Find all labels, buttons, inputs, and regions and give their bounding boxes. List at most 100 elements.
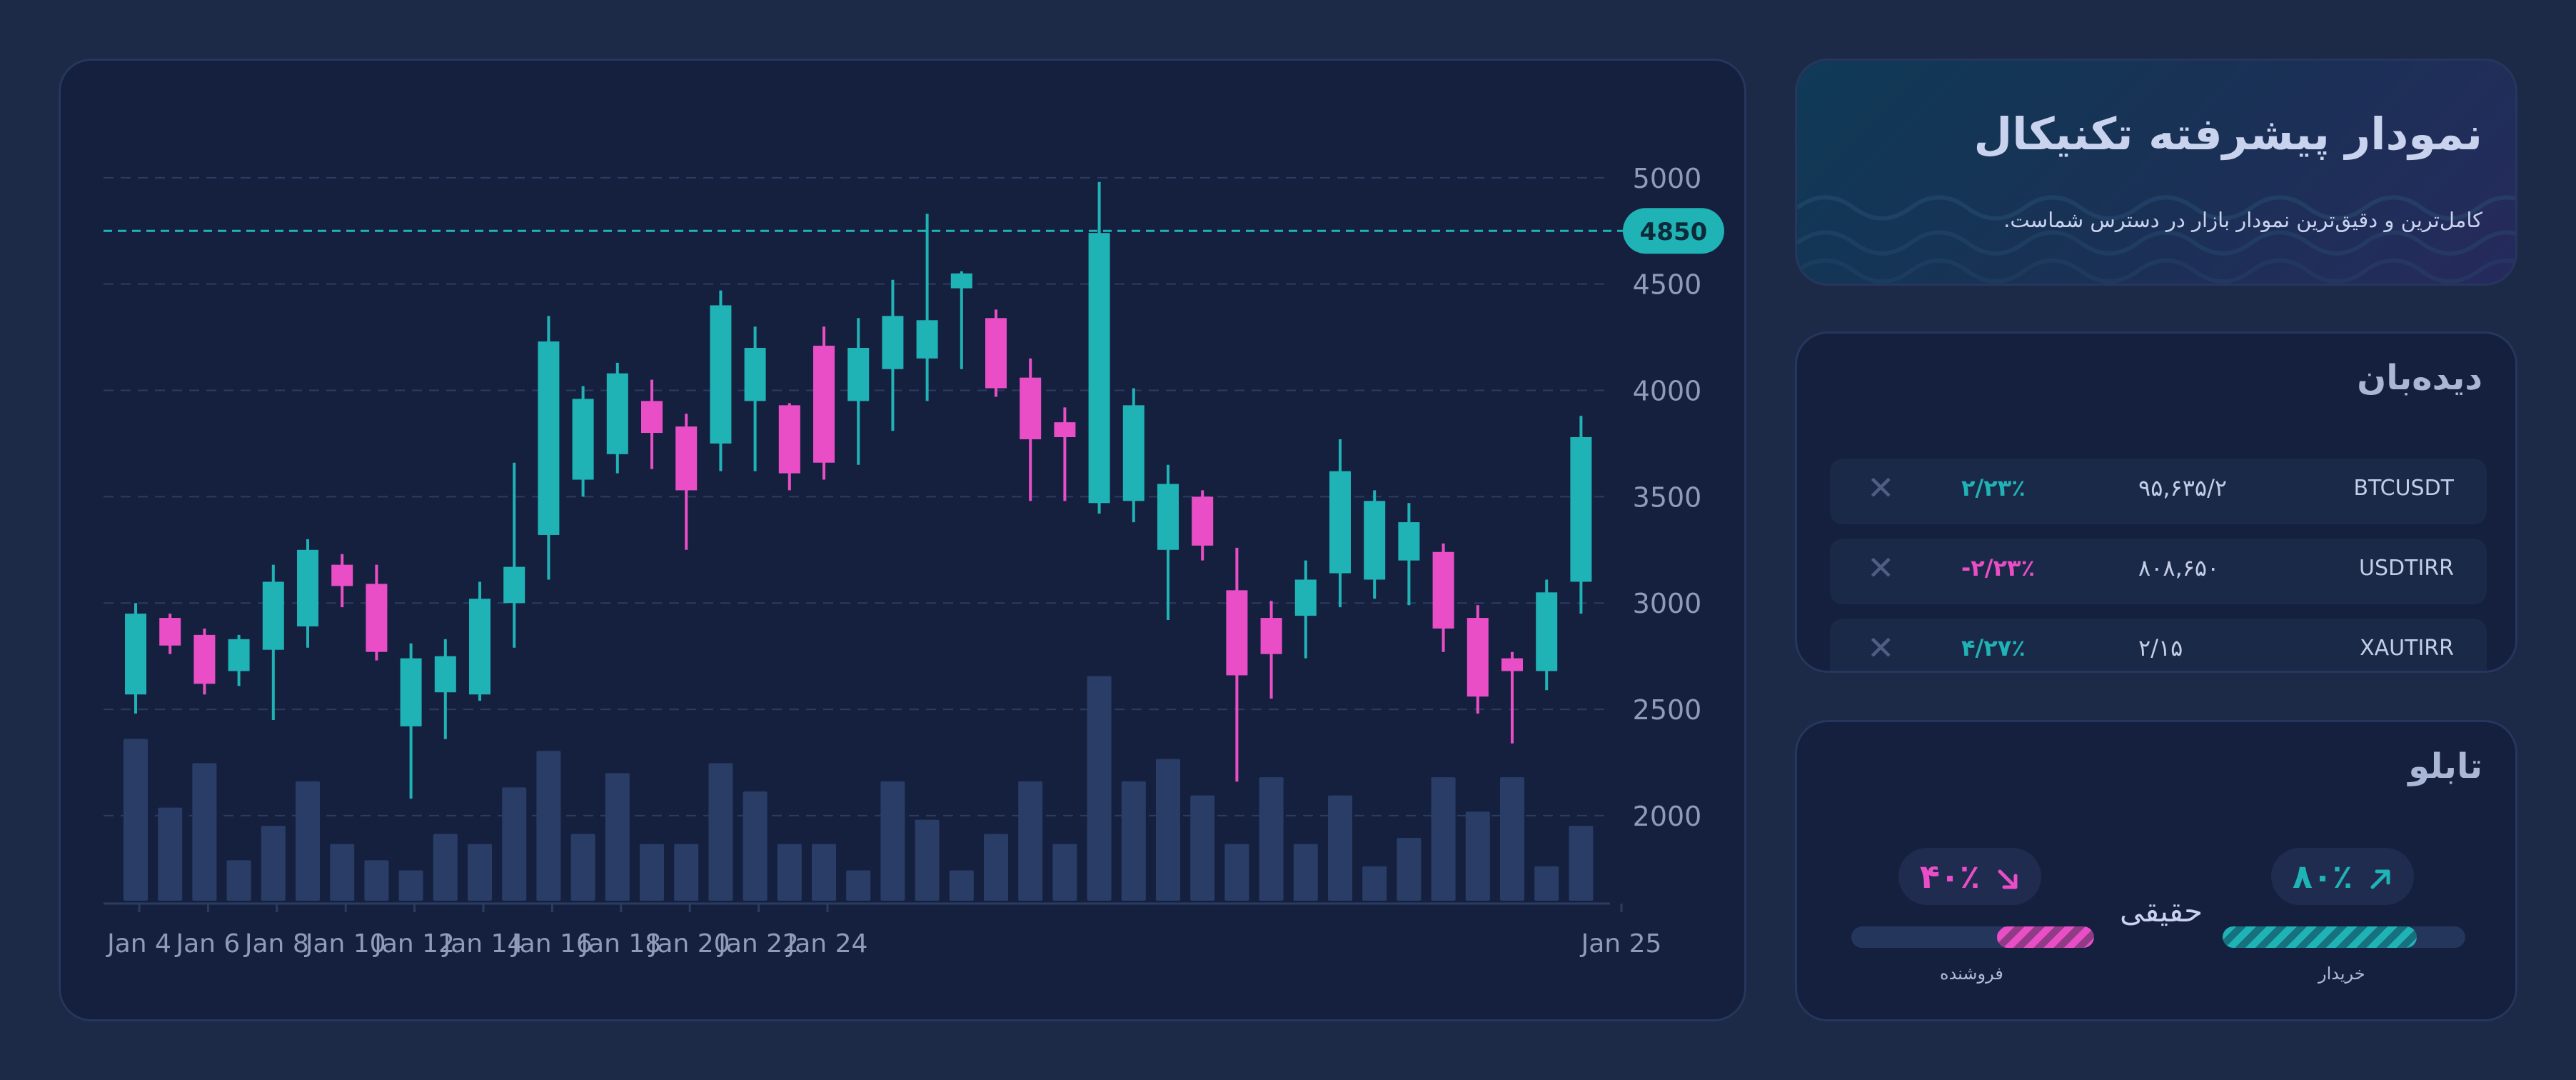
- watchlist-row-xautirr[interactable]: ✕ ۴/۲۷٪ ۲/۱۵ XAUTIRR: [1830, 619, 2487, 671]
- candle-body: [675, 426, 698, 491]
- watchlist-change: ۲/۲۳٪: [1961, 474, 2026, 501]
- volume-bar: [1121, 781, 1146, 901]
- volume-bar: [1052, 844, 1077, 901]
- candle-body: [366, 584, 388, 652]
- candle-body: [1398, 522, 1420, 561]
- candle: [950, 271, 972, 369]
- volume-bar: [226, 860, 251, 901]
- candle: [1466, 605, 1489, 714]
- watchlist-row-usdtirr[interactable]: ✕ -۲/۲۳٪ ۸۰۸,۶۵۰ USDTIRR: [1830, 539, 2487, 604]
- candle: [1432, 543, 1454, 652]
- candle: [778, 403, 800, 491]
- candle: [366, 564, 388, 661]
- candle-body: [1157, 484, 1179, 550]
- candle: [1226, 547, 1248, 782]
- seller-percent-pill: ۴۰٪: [1898, 848, 2041, 905]
- candle: [1088, 181, 1110, 514]
- hero-banner: نمودار پیشرفته تکنیکال کامل‌ترین و دقیق‌…: [1795, 59, 2517, 286]
- volume-bar: [398, 870, 423, 901]
- x-tick-label: Jan 4: [106, 929, 171, 959]
- candle-body: [1020, 377, 1042, 439]
- volume-bar: [570, 834, 595, 901]
- x-tick-label: Jan 25: [1580, 929, 1662, 959]
- candle-body: [297, 549, 318, 626]
- volume-bar: [1465, 811, 1490, 901]
- candle-body: [262, 581, 284, 650]
- candle-body: [710, 305, 732, 444]
- x-tick-label: Jan 24: [786, 929, 868, 959]
- volume-bar: [1534, 866, 1559, 901]
- volume-bar: [846, 870, 871, 901]
- watchlist-list[interactable]: ✕ ۲/۲۳٪ ۹۵,۶۳۵/۲ BTCUSDT ✕ -۲/۲۳٪ ۸۰۸,۶۵…: [1830, 459, 2487, 671]
- watchlist-price: ۸۰۸,۶۵۰: [2138, 554, 2220, 581]
- candle: [538, 316, 560, 580]
- volume-bar: [640, 844, 664, 901]
- candle-body: [538, 341, 560, 535]
- volume-bar: [1362, 866, 1387, 901]
- candle-body: [1364, 501, 1386, 580]
- candle-body: [1466, 618, 1489, 697]
- price-line: 4850: [104, 208, 1724, 254]
- x-tick-label: Jan 8: [243, 929, 309, 959]
- volume-bar: [984, 834, 1008, 901]
- volume-bar: [777, 844, 802, 901]
- candle: [262, 564, 284, 720]
- watchlist-row-btcusdt[interactable]: ✕ ۲/۲۳٪ ۹۵,۶۳۵/۲ BTCUSDT: [1830, 459, 2487, 524]
- candle: [916, 214, 938, 401]
- y-tick-label: 4000: [1633, 376, 1702, 407]
- volume-bar: [949, 870, 974, 901]
- candle-body: [1226, 590, 1248, 676]
- arrow-up-right-icon: [2370, 869, 2390, 889]
- candle: [1260, 601, 1282, 699]
- volume-bar: [708, 763, 733, 901]
- candle: [193, 628, 216, 695]
- candle: [503, 462, 525, 648]
- y-tick-label: 2000: [1633, 801, 1702, 832]
- y-tick-label: 4500: [1633, 269, 1702, 301]
- x-tick-label: Jan 22: [717, 929, 799, 959]
- candle: [1020, 358, 1042, 501]
- candle: [641, 379, 663, 469]
- volume-bar: [1190, 795, 1215, 901]
- close-icon[interactable]: ✕: [1867, 469, 1895, 507]
- volume-bar: [296, 781, 320, 901]
- candle-body: [847, 347, 870, 401]
- seller-label: فروشنده: [1940, 964, 2003, 984]
- candle-body: [641, 401, 663, 434]
- volume-bar: [124, 739, 148, 901]
- seller-bar: [1851, 926, 2094, 948]
- volume-bar: [1224, 844, 1249, 901]
- board-panel: تابلو ۸۰٪ خریدار حقیقی ۴۰٪ فروشنده: [1795, 720, 2517, 1021]
- buyer-bar: [2223, 926, 2465, 948]
- candle: [125, 603, 146, 714]
- candle: [228, 634, 250, 686]
- close-icon[interactable]: ✕: [1867, 549, 1895, 587]
- chart-panel[interactable]: 2000 2500 3000 3500 4000 4500 5000 Jan 4 Jan 6 Ja…: [59, 59, 1746, 1021]
- volume-bar: [1087, 676, 1112, 901]
- wave-pattern: [1797, 195, 2515, 284]
- candle: [400, 643, 422, 799]
- watchlist-title: دیده‌بان: [2357, 358, 2482, 398]
- candle: [1398, 503, 1420, 606]
- close-icon[interactable]: ✕: [1867, 629, 1895, 667]
- volume-bar: [364, 860, 389, 901]
- candle: [606, 362, 628, 474]
- candle-body: [1192, 496, 1214, 546]
- buyer-percent: ۸۰٪: [2292, 857, 2353, 896]
- arrow-down-right-icon: [1998, 869, 2018, 889]
- x-tick-label: Jan 12: [373, 929, 455, 959]
- hero-subtitle: کامل‌ترین و دقیق‌ترین نمودار بازار در دس…: [2003, 208, 2482, 232]
- y-tick-label: 3000: [1633, 588, 1702, 619]
- volume-bar: [1397, 838, 1422, 901]
- volume-bar: [1569, 826, 1594, 901]
- candle: [1570, 416, 1592, 614]
- price-label: 4850: [1640, 218, 1708, 246]
- volume-bar: [1018, 781, 1043, 901]
- candle-body: [1294, 579, 1317, 616]
- candle-body: [1122, 405, 1144, 501]
- candle: [469, 581, 490, 701]
- volume-bar: [1328, 795, 1352, 901]
- volume-bar: [915, 819, 940, 901]
